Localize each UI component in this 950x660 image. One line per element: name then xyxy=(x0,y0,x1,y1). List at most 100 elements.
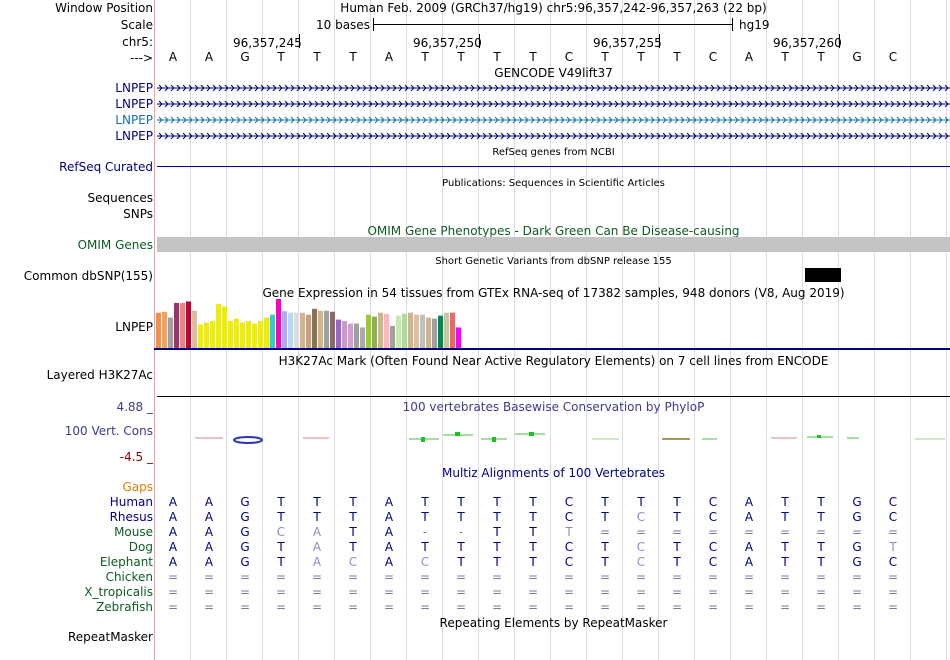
gtex-tissue-bar[interactable] xyxy=(258,321,263,348)
sequence-base: A xyxy=(744,50,754,64)
refseq-track-label[interactable]: RefSeq Curated xyxy=(59,160,153,174)
alignment-base: = xyxy=(563,585,575,599)
gtex-tissue-bar[interactable] xyxy=(342,321,347,348)
refseq-gene-line[interactable] xyxy=(157,166,950,167)
multiz-track-title: Multiz Alignments of 100 Vertebrates xyxy=(441,466,666,480)
gtex-tissue-bar[interactable] xyxy=(168,317,173,348)
sequence-base: A xyxy=(168,50,178,64)
conservation-track-label[interactable]: 100 Vert. Cons xyxy=(64,424,153,438)
gtex-tissue-bar[interactable] xyxy=(414,314,419,348)
snps-track-label[interactable]: SNPs xyxy=(123,207,153,221)
gtex-tissue-bar[interactable] xyxy=(180,302,185,348)
gtex-tissue-bar[interactable] xyxy=(456,327,461,348)
species-label[interactable]: Chicken xyxy=(105,570,153,584)
gencode-track-label[interactable]: LNPEP xyxy=(115,113,153,127)
species-label[interactable]: X_tropicalis xyxy=(84,585,153,599)
gtex-tissue-bar[interactable] xyxy=(318,310,323,348)
alignment-base: T xyxy=(781,555,789,569)
publications-track-label[interactable]: Sequences xyxy=(87,191,153,205)
species-label[interactable]: Mouse xyxy=(114,525,153,539)
gtex-tissue-bar[interactable] xyxy=(306,314,311,348)
gtex-tissue-bar[interactable] xyxy=(354,323,359,349)
alignment-base: = xyxy=(743,525,755,539)
gtex-tissue-bar[interactable] xyxy=(330,311,335,348)
gridline xyxy=(586,0,587,660)
species-label[interactable]: Rhesus xyxy=(109,510,153,524)
species-label[interactable]: Human xyxy=(109,495,153,509)
gtex-tissue-bar[interactable] xyxy=(360,327,365,348)
gtex-tissue-bar[interactable] xyxy=(384,313,389,348)
alignment-base: = xyxy=(275,570,287,584)
gtex-tissue-bar[interactable] xyxy=(438,315,443,348)
alignment-base: T xyxy=(781,510,789,524)
gtex-tissue-bar[interactable] xyxy=(192,310,197,348)
gtex-tissue-bar[interactable] xyxy=(198,324,203,348)
gtex-tissue-bar[interactable] xyxy=(348,323,353,349)
gtex-tissue-bar[interactable] xyxy=(270,314,275,348)
alignment-base: T xyxy=(349,495,357,509)
alignment-base: = xyxy=(491,570,503,584)
gtex-tissue-bar[interactable] xyxy=(408,312,413,348)
gtex-tissue-bar[interactable] xyxy=(312,308,317,348)
gencode-transcript[interactable] xyxy=(157,98,950,110)
gtex-tissue-bar[interactable] xyxy=(276,299,281,348)
gridline xyxy=(802,0,803,660)
gtex-tissue-bar[interactable] xyxy=(300,312,305,348)
gtex-tissue-bar[interactable] xyxy=(204,322,209,348)
alignment-base: = xyxy=(383,585,395,599)
gtex-tissue-bar[interactable] xyxy=(372,316,377,348)
gtex-tissue-bar[interactable] xyxy=(450,312,455,348)
position-title: Human Feb. 2009 (GRCh37/hg19) chr5:96,35… xyxy=(340,1,767,15)
gtex-tissue-bar[interactable] xyxy=(186,301,191,348)
gtex-tissue-bar[interactable] xyxy=(162,311,167,348)
h3k27ac-track-label[interactable]: Layered H3K27Ac xyxy=(46,368,153,382)
alignment-base: = xyxy=(347,585,359,599)
repeatmasker-track-label[interactable]: RepeatMasker xyxy=(67,630,153,644)
alignment-base: = xyxy=(851,570,863,584)
gtex-tissue-bar[interactable] xyxy=(216,303,221,348)
gencode-track-label[interactable]: LNPEP xyxy=(115,129,153,143)
gtex-tissue-bar[interactable] xyxy=(252,323,257,349)
gtex-tissue-bar[interactable] xyxy=(234,318,239,348)
gtex-tissue-bar[interactable] xyxy=(210,321,215,348)
dbsnp-track-label[interactable]: Common dbSNP(155) xyxy=(23,269,153,283)
gencode-track-label[interactable]: LNPEP xyxy=(115,81,153,95)
gtex-tissue-bar[interactable] xyxy=(156,312,161,348)
scale-bar-right-tick xyxy=(732,18,733,31)
gencode-transcript[interactable] xyxy=(157,130,950,142)
gtex-tissue-bar[interactable] xyxy=(324,310,329,348)
gtex-tissue-bar[interactable] xyxy=(174,302,179,348)
omim-feature-bar[interactable] xyxy=(157,237,950,252)
gtex-tissue-bar[interactable] xyxy=(396,315,401,348)
gtex-tissue-bar[interactable] xyxy=(366,314,371,348)
gtex-tissue-bar[interactable] xyxy=(294,312,299,348)
gtex-tissue-bar[interactable] xyxy=(288,312,293,348)
gtex-tissue-bar[interactable] xyxy=(402,313,407,348)
species-label[interactable]: Zebrafish xyxy=(96,600,153,614)
gtex-tissue-bar[interactable] xyxy=(444,312,449,348)
gtex-tissue-bar[interactable] xyxy=(246,321,251,348)
species-label[interactable]: Elephant xyxy=(99,555,153,569)
gencode-transcript[interactable] xyxy=(157,114,950,126)
dbsnp-variant[interactable] xyxy=(805,268,841,282)
gencode-track-label[interactable]: LNPEP xyxy=(115,97,153,111)
gtex-tissue-bar[interactable] xyxy=(336,319,341,348)
gtex-tissue-bar[interactable] xyxy=(432,318,437,348)
phylop-signal[interactable] xyxy=(157,428,950,448)
gtex-tissue-bar[interactable] xyxy=(378,312,383,348)
gtex-tissue-bar[interactable] xyxy=(420,314,425,348)
gtex-tissue-bar[interactable] xyxy=(222,306,227,348)
gtex-track-label[interactable]: LNPEP xyxy=(115,320,153,334)
gtex-tissue-bar[interactable] xyxy=(264,317,269,348)
alignment-base: T xyxy=(601,510,609,524)
alignment-base: T xyxy=(493,540,501,554)
gtex-tissue-bar[interactable] xyxy=(228,321,233,348)
species-label[interactable]: Dog xyxy=(128,540,153,554)
gtex-tissue-bar[interactable] xyxy=(240,322,245,348)
gencode-transcript[interactable] xyxy=(157,82,950,94)
gtex-expression-chart[interactable] xyxy=(154,298,950,350)
omim-track-label[interactable]: OMIM Genes xyxy=(77,238,153,252)
gtex-tissue-bar[interactable] xyxy=(282,311,287,348)
gtex-tissue-bar[interactable] xyxy=(426,317,431,348)
gtex-tissue-bar[interactable] xyxy=(390,325,395,348)
